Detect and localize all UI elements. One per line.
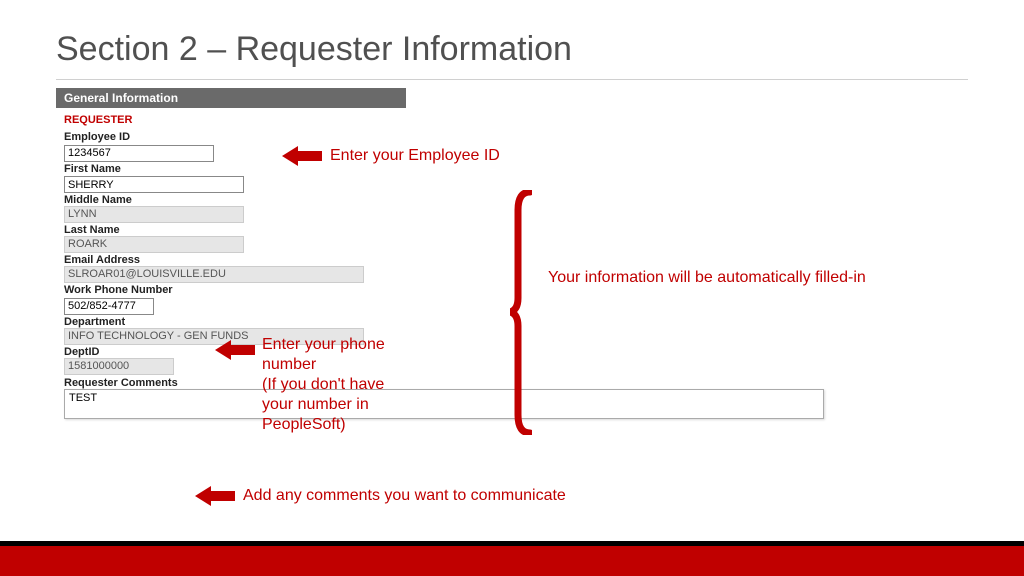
field-first-name: First Name: [56, 162, 406, 194]
arrow-left-icon: [282, 144, 322, 168]
field-middle-name: Middle Name LYNN: [56, 193, 406, 223]
page-title: Section 2 – Requester Information: [0, 0, 1024, 79]
first-name-input[interactable]: [64, 176, 244, 193]
employee-id-label: Employee ID: [64, 131, 398, 143]
form-section-header: General Information: [56, 88, 406, 108]
annotation-employee-id: Enter your Employee ID: [330, 146, 500, 166]
annotation-autofill: Your information will be automatically f…: [548, 268, 866, 288]
annotation-comments: Add any comments you want to communicate: [243, 486, 566, 506]
deptid-value: 1581000000: [64, 358, 174, 375]
annotation-phone-l1: Enter your phone: [262, 336, 385, 353]
email-label: Email Address: [64, 254, 398, 266]
department-label: Department: [64, 316, 398, 328]
annotation-phone-l4: your number in: [262, 396, 369, 413]
last-name-value: ROARK: [64, 236, 244, 253]
annotation-phone-l2: number: [262, 356, 316, 373]
footer-bar: [0, 546, 1024, 576]
field-work-phone: Work Phone Number: [56, 283, 406, 315]
work-phone-label: Work Phone Number: [64, 284, 398, 296]
middle-name-label: Middle Name: [64, 194, 398, 206]
last-name-label: Last Name: [64, 224, 398, 236]
annotation-phone-l3: (If you don't have: [262, 376, 384, 393]
employee-id-input[interactable]: [64, 145, 214, 162]
requester-label: REQUESTER: [56, 108, 406, 130]
bracket-icon: [510, 190, 532, 435]
comments-textarea[interactable]: TEST: [64, 389, 824, 419]
arrow-left-icon: [215, 338, 255, 362]
field-email: Email Address SLROAR01@LOUISVILLE.EDU: [56, 253, 406, 283]
middle-name-value: LYNN: [64, 206, 244, 223]
arrow-left-icon: [195, 484, 235, 508]
field-last-name: Last Name ROARK: [56, 223, 406, 253]
email-value: SLROAR01@LOUISVILLE.EDU: [64, 266, 364, 283]
annotation-phone-l5: PeopleSoft): [262, 416, 346, 433]
title-divider: [56, 79, 968, 80]
work-phone-input[interactable]: [64, 298, 154, 315]
annotation-phone: Enter your phone number (If you don't ha…: [262, 335, 402, 435]
